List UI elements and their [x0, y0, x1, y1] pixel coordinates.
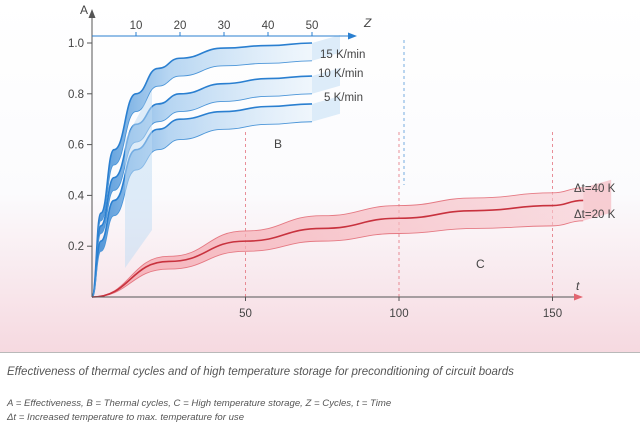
z-axis-arrow [348, 32, 357, 40]
thermal-series-line-2 [91, 103, 313, 298]
storage-series-label-1: Δt=20 K [574, 209, 616, 221]
thermal-series-lower-1 [91, 93, 313, 298]
y-axis-arrow [88, 9, 96, 18]
y-tick-label-4: 1.0 [68, 38, 84, 50]
divider [0, 352, 640, 353]
storage-band-cap [583, 179, 612, 221]
thermal-series-label-0: 15 K/min [320, 49, 365, 61]
y-tick-label-2: 0.6 [68, 140, 84, 152]
y-axis-label: A [80, 3, 88, 17]
z-tick-label-3: 40 [262, 20, 275, 32]
storage-center-line [91, 199, 584, 298]
t-tick-label-2: 150 [543, 308, 562, 320]
grid-layer [245, 40, 553, 297]
y-tick-label-1: 0.4 [68, 190, 85, 202]
region-label-thermal: B [274, 137, 282, 151]
z-tick-label-0: 10 [130, 20, 143, 32]
region-label-storage: C [476, 257, 485, 271]
thermal-series-lower-0 [91, 60, 313, 298]
z-axis-label: Z [363, 16, 372, 30]
thermal-series-line-0 [91, 42, 313, 298]
thermal-series-lower-2 [91, 121, 313, 298]
y-tick-label-3: 0.8 [68, 89, 84, 101]
y-tick-label-0: 0.2 [68, 241, 84, 253]
chart-background [0, 0, 640, 352]
storage-series-label-0: Δt=40 K [574, 183, 616, 195]
legend-line-2: Δt = Increased temperature to max. tempe… [7, 412, 245, 423]
storage-series-line-40 [91, 187, 584, 298]
t-axis-label: t [576, 279, 580, 293]
t-tick-label-0: 50 [239, 308, 252, 320]
thermal-wall [125, 90, 152, 268]
figure-caption: Effectiveness of thermal cycles and of h… [7, 366, 514, 378]
t-tick-label-1: 100 [389, 308, 408, 320]
axes-layer [87, 9, 583, 301]
thermal-band-cap-1 [312, 68, 340, 94]
z-tick-label-4: 50 [306, 20, 319, 32]
thermal-series-line-1 [91, 75, 313, 298]
thermal-band-cap-2 [312, 95, 340, 122]
legend-line-1: A = Effectiveness, B = Thermal cycles, C… [7, 398, 392, 409]
z-tick-label-2: 30 [218, 20, 231, 32]
thermal-band-cap-0 [312, 35, 340, 61]
effectiveness-chart: 0.2 0.4 0.6 0.8 1.0 10 20 30 40 50 50 100 150 A Zt B C 15… [0, 0, 640, 352]
thermal-series-label-1: 10 K/min [318, 68, 363, 80]
z-tick-label-1: 20 [174, 20, 187, 32]
band-layer [91, 35, 612, 298]
storage-series-line-20 [91, 220, 584, 298]
t-axis-arrow [574, 293, 583, 301]
storage-band [92, 187, 584, 297]
label-layer: 0.2 0.4 0.6 0.8 1.0 10 20 30 40 50 50 100 150 A Zt B C 15… [68, 3, 616, 320]
thermal-series-label-2: 5 K/min [324, 92, 363, 104]
